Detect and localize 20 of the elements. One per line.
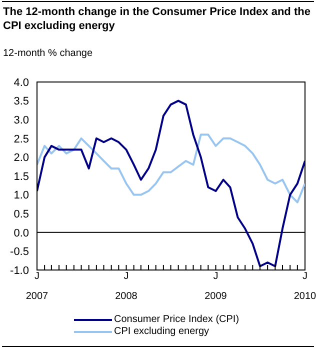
chart-title: The 12-month change in the Consumer Price Index and the CPI excluding energy bbox=[3, 5, 312, 33]
y-tick-label: 0.0 bbox=[14, 227, 29, 240]
y-tick-label: 4.0 bbox=[14, 76, 29, 89]
y-tick-label: 1.5 bbox=[14, 170, 29, 183]
y-tick-label: 0.5 bbox=[14, 208, 29, 221]
x-tick-label: J 2008 bbox=[115, 271, 138, 302]
line-series bbox=[37, 100, 305, 268]
y-tick-label: 3.0 bbox=[14, 114, 29, 127]
y-tick-label: 1.0 bbox=[14, 190, 29, 202]
line-series bbox=[37, 134, 305, 204]
legend-label: CPI excluding energy bbox=[114, 326, 210, 338]
x-tick-label: J 2009 bbox=[204, 271, 228, 302]
y-tick-label: -1.0 bbox=[10, 264, 29, 277]
y-tick-label: -0.5 bbox=[10, 246, 29, 258]
y-axis-title: 12-month % change bbox=[3, 48, 93, 59]
y-tick-label: 2.5 bbox=[14, 133, 29, 146]
y-tick-label: 3.5 bbox=[14, 96, 29, 108]
x-tick-label: J 2010 bbox=[294, 271, 317, 302]
legend-label: Consumer Price Index (CPI) bbox=[114, 314, 240, 326]
y-tick-label: 2.0 bbox=[14, 152, 29, 164]
